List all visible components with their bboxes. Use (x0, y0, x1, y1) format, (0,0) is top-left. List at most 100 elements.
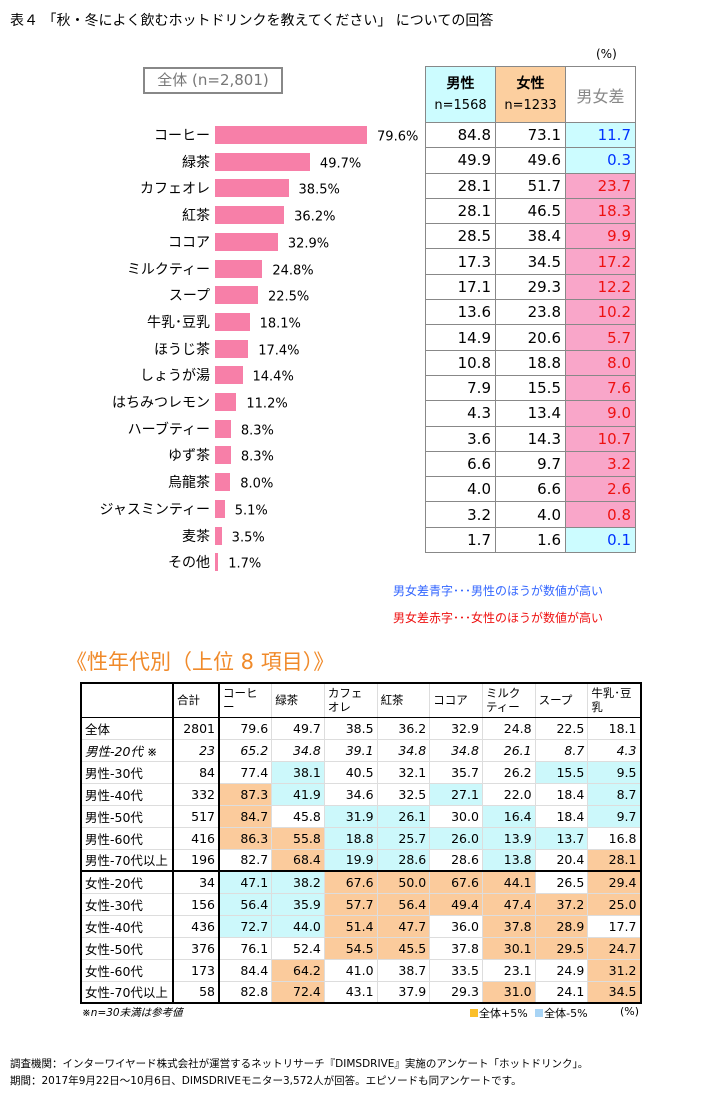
bar-category-label: 緑茶 (182, 154, 210, 171)
bar-category-label: ジャスミンティー (99, 501, 210, 518)
cell-value: 47.1 (218, 870, 273, 894)
row-total: 436 (172, 914, 220, 938)
cell-value: 16.4 (481, 804, 536, 828)
female-value: 38.4 (495, 223, 566, 250)
cell-value: 28.9 (534, 914, 589, 938)
cell-value: 31.9 (323, 804, 378, 828)
row-label: 男性-40代 (80, 782, 174, 806)
row-label: 男性-30代 (80, 760, 174, 784)
female-value: 15.5 (495, 374, 566, 402)
bar-category-label: ココア (168, 234, 210, 251)
unit-label: (%) (596, 47, 617, 61)
male-value: 13.6 (425, 299, 496, 326)
diff-value: 12.2 (565, 273, 636, 301)
bar-value-label: 8.3% (240, 423, 274, 439)
female-value: 9.7 (495, 450, 566, 478)
female-value: 49.6 (495, 147, 566, 174)
row-total: 332 (172, 782, 220, 806)
cell-value: 29.3 (429, 980, 483, 1004)
cell-value: 35.7 (429, 760, 483, 784)
male-value: 10.8 (425, 349, 496, 376)
age-table-row: 男性-20代 ※ 23 65.2 34.8 39.1 34.8 34.8 26.1 8.7 4.3 (80, 738, 641, 762)
bar-category-label: その他 (168, 555, 210, 572)
bar-value-label: 38.5% (298, 182, 340, 198)
gender-table-row: 10.8 18.8 8.0 (425, 349, 636, 376)
row-total: 84 (172, 760, 220, 784)
female-value: 4.0 (495, 501, 566, 528)
column-header: コーヒー (218, 682, 273, 718)
cell-value: 8.7 (587, 782, 641, 806)
cell-value: 17.7 (587, 914, 641, 938)
bar-value-label: 24.8% (272, 263, 314, 278)
diff-value: 9.0 (565, 400, 636, 427)
row-label: 男性-60代 (80, 826, 174, 850)
row-total: 34 (172, 870, 220, 894)
cell-value: 37.2 (534, 892, 589, 916)
male-value: 28.1 (425, 172, 496, 199)
male-value: 3.6 (425, 425, 496, 452)
cell-value: 30.0 (429, 804, 483, 828)
cell-value: 24.1 (534, 980, 589, 1004)
cell-value: 28.6 (429, 848, 483, 872)
bar-category-label: 牛乳･豆乳 (147, 314, 210, 331)
bar-value-label: 17.4% (258, 343, 300, 359)
age-table-row: 男性-70代以上 196 82.7 68.4 19.9 28.6 28.6 13.8 20.4 2… (80, 848, 641, 872)
cell-value: 33.5 (429, 958, 483, 982)
column-header: スープ (534, 682, 589, 718)
cell-value: 18.4 (534, 804, 589, 828)
footer-source: 調査機関：インターワイヤード株式会社が運営するネットリサーチ『DIMSDRIVE… (10, 1058, 589, 1070)
bar-category-label: コーヒー (154, 128, 210, 144)
cell-value: 22.0 (481, 782, 536, 806)
legend-up-swatch (470, 1009, 478, 1017)
cell-value: 34.6 (323, 782, 378, 806)
cell-value: 41.9 (271, 782, 325, 806)
diff-value: 9.9 (565, 223, 636, 250)
bar-value-label: 8.3% (240, 449, 274, 465)
diff-value: 8.0 (565, 349, 636, 376)
cell-value: 32.1 (376, 760, 431, 784)
diff-value: 0.1 (565, 526, 636, 554)
bar-category-label: カフェオレ (140, 181, 210, 198)
bar (215, 526, 222, 545)
bar-value-label: 36.2% (294, 209, 336, 225)
cell-value: 34.8 (271, 738, 325, 762)
cell-value: 38.1 (271, 760, 325, 784)
male-value: 28.1 (425, 197, 496, 225)
cell-value: 67.6 (323, 870, 378, 894)
cell-value: 65.2 (218, 738, 273, 762)
bar (215, 206, 285, 225)
column-header: 牛乳･豆乳 (587, 682, 641, 718)
column-header: 合計 (172, 682, 220, 718)
bar-value-label: 79.6% (377, 129, 419, 145)
chart-title: 全体 (n=2,801) (143, 67, 283, 94)
row-total: 156 (172, 892, 220, 916)
cell-value: 22.5 (534, 716, 589, 740)
cell-value: 56.4 (218, 892, 273, 916)
bar-value-label: 49.7% (319, 156, 362, 172)
page-title: 表４ 「秋・冬によく飲むホットドリンクを教えてください」 についての回答 (10, 13, 494, 29)
cell-value: 13.8 (481, 848, 536, 872)
cell-value: 37.8 (481, 914, 536, 938)
cell-value: 77.4 (218, 760, 273, 784)
cell-value: 64.2 (271, 958, 325, 982)
female-value: 18.8 (495, 349, 566, 376)
age-table-row: 男性-60代 416 86.3 55.8 18.8 25.7 26.0 13.9 13.7 16.… (80, 826, 641, 850)
bar-category-label: ほうじ茶 (154, 341, 210, 358)
cell-value: 51.4 (323, 914, 378, 938)
cell-value: 36.0 (429, 914, 483, 938)
diff-value: 23.7 (565, 172, 636, 199)
cell-value: 43.1 (323, 980, 378, 1004)
legend-up-label: 全体+5% (479, 1007, 528, 1020)
female-value: 14.3 (495, 425, 566, 452)
female-header: 女性 n=1233 (495, 66, 566, 123)
female-value: 20.6 (495, 324, 566, 351)
row-label: 男性-70代以上 (80, 848, 174, 872)
diff-value: 17.2 (565, 248, 636, 275)
male-value: 6.6 (425, 450, 496, 478)
cell-value: 45.8 (271, 804, 325, 828)
cell-value: 39.1 (323, 738, 378, 762)
bar-category-label: ハーブティー (127, 421, 210, 438)
legend-down-label: 全体-5% (544, 1007, 588, 1020)
diff-value: 2.6 (565, 476, 636, 503)
